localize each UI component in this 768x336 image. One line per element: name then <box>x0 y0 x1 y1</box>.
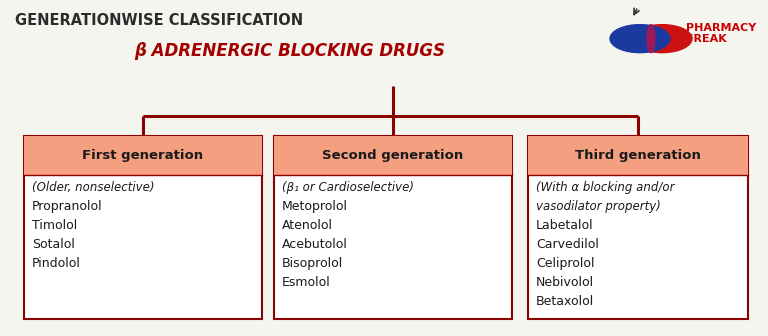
FancyBboxPatch shape <box>528 136 748 319</box>
Ellipse shape <box>647 25 655 53</box>
Ellipse shape <box>632 25 692 53</box>
Text: Acebutolol: Acebutolol <box>282 238 348 251</box>
Text: Bisoprolol: Bisoprolol <box>282 257 343 270</box>
FancyBboxPatch shape <box>24 136 262 319</box>
Text: Atenolol: Atenolol <box>282 219 333 232</box>
FancyBboxPatch shape <box>274 136 512 175</box>
FancyBboxPatch shape <box>274 136 512 319</box>
Text: Labetalol: Labetalol <box>536 219 594 232</box>
Text: Pindolol: Pindolol <box>32 257 81 270</box>
Text: Celiprolol: Celiprolol <box>536 257 594 270</box>
Text: (β₁ or Cardioselective): (β₁ or Cardioselective) <box>282 181 414 194</box>
Text: PHARMACY
FREAK: PHARMACY FREAK <box>686 23 756 44</box>
Text: Carvedilol: Carvedilol <box>536 238 599 251</box>
Ellipse shape <box>610 25 670 53</box>
Text: Esmolol: Esmolol <box>282 276 331 289</box>
Text: Propranolol: Propranolol <box>32 200 103 213</box>
Text: Betaxolol: Betaxolol <box>536 295 594 308</box>
Text: Timolol: Timolol <box>32 219 78 232</box>
Text: vasodilator property): vasodilator property) <box>536 200 661 213</box>
Text: GENERATIONWISE CLASSIFICATION: GENERATIONWISE CLASSIFICATION <box>15 13 303 29</box>
Text: β ADRENERGIC BLOCKING DRUGS: β ADRENERGIC BLOCKING DRUGS <box>134 42 445 60</box>
Text: Second generation: Second generation <box>323 149 464 162</box>
FancyBboxPatch shape <box>528 136 748 175</box>
Text: Third generation: Third generation <box>575 149 701 162</box>
Text: Nebivolol: Nebivolol <box>536 276 594 289</box>
FancyBboxPatch shape <box>24 136 262 175</box>
Text: First generation: First generation <box>82 149 204 162</box>
Text: Sotalol: Sotalol <box>32 238 74 251</box>
Text: (With α blocking and/or: (With α blocking and/or <box>536 181 674 194</box>
Text: (Older, nonselective): (Older, nonselective) <box>32 181 154 194</box>
Text: Metoprolol: Metoprolol <box>282 200 348 213</box>
